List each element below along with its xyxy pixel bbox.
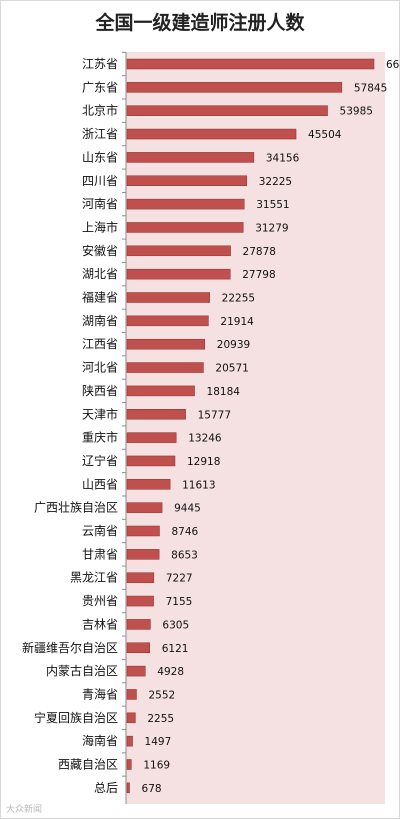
bar xyxy=(126,338,206,350)
value-label: 8653 xyxy=(171,549,198,561)
value-label: 1169 xyxy=(143,760,170,772)
category-label: 贵州省 xyxy=(82,594,118,608)
category-label: 广西壮族自治区 xyxy=(34,501,118,515)
category-label: 吉林省 xyxy=(82,617,118,631)
bar xyxy=(126,152,255,163)
bar xyxy=(126,362,204,373)
bar xyxy=(126,175,247,186)
value-label: 32225 xyxy=(259,176,292,188)
bar xyxy=(126,82,343,93)
bar xyxy=(126,642,150,653)
value-label: 57845 xyxy=(354,82,387,94)
category-label: 福建省 xyxy=(82,290,118,305)
bar xyxy=(126,432,177,443)
value-label: 27798 xyxy=(242,269,275,281)
category-label: 河南省 xyxy=(82,196,118,211)
category-label: 黑龙江省 xyxy=(70,571,118,585)
value-label: 1497 xyxy=(145,736,172,748)
category-label: 内蒙古自治区 xyxy=(46,663,118,678)
category-label: 海南省 xyxy=(82,733,118,748)
value-label: 9445 xyxy=(174,503,201,515)
bar xyxy=(126,455,176,467)
category-label: 浙江省 xyxy=(82,127,118,141)
value-label: 31551 xyxy=(256,199,289,211)
watermark: 大众新闻 xyxy=(6,805,43,815)
category-label: 湖北省 xyxy=(82,266,118,281)
category-label: 总后 xyxy=(94,781,118,795)
bar xyxy=(126,782,130,794)
category-label: 北京市 xyxy=(82,103,118,118)
bar xyxy=(126,572,155,583)
value-label: 53985 xyxy=(340,106,373,118)
bar xyxy=(126,479,171,490)
bar xyxy=(126,268,231,280)
value-label: 31279 xyxy=(255,222,288,234)
bar xyxy=(126,735,133,747)
value-label: 7155 xyxy=(166,596,193,608)
category-label: 重庆市 xyxy=(82,430,118,445)
value-label: 8746 xyxy=(171,526,198,538)
bar xyxy=(126,105,328,116)
bar xyxy=(126,128,297,140)
bar xyxy=(126,525,160,537)
bar xyxy=(126,222,244,233)
category-label: 宁夏回族自治区 xyxy=(34,710,118,725)
bar xyxy=(126,245,231,257)
value-label: 20939 xyxy=(217,339,250,351)
category-label: 湖南省 xyxy=(82,313,118,328)
category-label: 云南省 xyxy=(82,523,118,538)
value-label: 20571 xyxy=(215,363,248,375)
value-label: 22255 xyxy=(222,293,255,305)
category-label: 青海省 xyxy=(82,686,118,701)
category-label: 四川省 xyxy=(82,174,118,188)
bar xyxy=(126,292,210,303)
value-label: 12918 xyxy=(187,456,220,468)
value-label: 7227 xyxy=(166,573,193,585)
category-label: 山东省 xyxy=(82,150,118,164)
category-label: 安徽省 xyxy=(82,243,118,258)
category-label: 山西省 xyxy=(82,477,118,491)
value-label: 2552 xyxy=(148,689,175,701)
value-label: 18184 xyxy=(207,386,241,398)
bar xyxy=(126,315,209,327)
bar xyxy=(126,759,132,770)
value-label: 21914 xyxy=(220,316,254,328)
value-label: 6121 xyxy=(162,643,189,655)
category-label: 上海市 xyxy=(82,219,118,234)
bar xyxy=(126,58,375,70)
value-label: 45504 xyxy=(308,129,342,141)
value-label: 678 xyxy=(142,783,162,795)
value-label: 34156 xyxy=(266,152,300,164)
category-label: 陕西省 xyxy=(82,383,118,398)
bar xyxy=(126,619,151,630)
value-label: 15777 xyxy=(198,409,231,421)
bar xyxy=(126,549,160,560)
value-label: 4928 xyxy=(157,666,184,678)
category-label: 天津市 xyxy=(82,406,118,421)
bar xyxy=(126,409,186,420)
value-label: 11613 xyxy=(182,479,215,491)
bar xyxy=(126,665,146,677)
value-label: 2255 xyxy=(147,713,174,725)
bar xyxy=(126,502,163,513)
chart-title: 全国一级建造师注册人数 xyxy=(95,12,305,34)
category-label: 河北省 xyxy=(82,361,118,375)
bar xyxy=(126,198,245,210)
category-label: 江西省 xyxy=(82,337,118,351)
value-label: 66490 xyxy=(386,59,400,71)
category-label: 西藏自治区 xyxy=(58,758,118,772)
category-label: 江苏省 xyxy=(82,57,118,71)
value-label: 27878 xyxy=(243,246,276,258)
bar xyxy=(126,689,137,700)
category-label: 甘肃省 xyxy=(82,547,118,561)
category-label: 辽宁省 xyxy=(82,453,118,468)
bar xyxy=(126,595,154,607)
category-label: 新疆维吾尔自治区 xyxy=(22,640,118,655)
value-label: 6305 xyxy=(162,619,189,631)
value-label: 13246 xyxy=(188,433,222,445)
bar xyxy=(126,385,195,397)
category-label: 广东省 xyxy=(82,80,118,94)
bar xyxy=(126,712,136,724)
